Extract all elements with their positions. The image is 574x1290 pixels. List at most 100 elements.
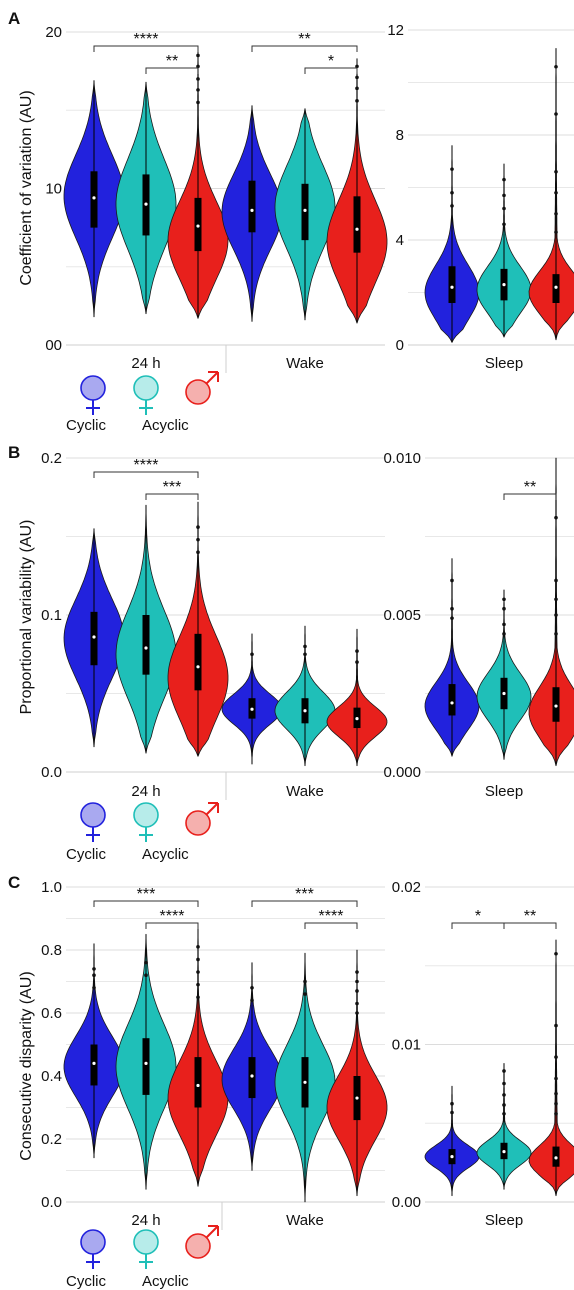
outlier-point <box>554 597 558 602</box>
outlier-point <box>196 537 200 542</box>
panel-label-a: A <box>8 9 20 28</box>
x-group-label: Sleep <box>485 355 523 372</box>
median-point <box>250 1074 254 1078</box>
outlier-point <box>502 222 506 227</box>
y-tick-label: 0.01 <box>392 1037 421 1054</box>
significance-label: *** <box>295 886 314 903</box>
median-point <box>450 285 454 289</box>
legend-cyclic-label: Cyclic <box>66 846 106 863</box>
y-tick-label: 0.0 <box>41 1194 62 1211</box>
y-tick-label: 0.00 <box>392 1194 421 1211</box>
y-tick-label: 0 <box>396 337 404 354</box>
x-group-label: Sleep <box>485 783 523 800</box>
outlier-point <box>554 1055 558 1059</box>
outlier-point <box>355 75 359 80</box>
y-tick-label: 0.4 <box>41 1068 62 1085</box>
outlier-point <box>502 206 506 211</box>
outlier-point <box>554 515 558 520</box>
female-symbol-icon <box>80 375 106 401</box>
outlier-point <box>502 1093 506 1097</box>
x-group-label: 24 h <box>131 355 160 372</box>
outlier-point <box>196 982 200 987</box>
violin-sleep-male <box>528 939 574 1197</box>
outlier-point <box>554 578 558 583</box>
outlier-point <box>196 995 200 1000</box>
outlier-point <box>355 1011 359 1015</box>
median-point <box>450 1155 454 1159</box>
outlier-point <box>502 606 506 611</box>
male-symbol-icon <box>185 379 211 405</box>
significance-label: **** <box>134 31 159 48</box>
outlier-point <box>196 53 200 58</box>
median-point <box>554 1156 558 1160</box>
outlier-point <box>92 986 96 990</box>
female-symbol-icon <box>133 375 159 401</box>
y-axis-label-b: Proportional variability (AU) <box>18 520 35 715</box>
outlier-point <box>196 957 200 962</box>
median-point <box>502 691 506 696</box>
outlier-point <box>355 989 359 993</box>
outlier-point <box>355 649 359 653</box>
iqr-box <box>448 266 456 303</box>
median-point <box>92 635 96 639</box>
legend-cyclic-label: Cyclic <box>66 417 106 434</box>
y-tick-label: 12 <box>387 22 404 39</box>
outlier-point <box>450 190 454 195</box>
y-tick-label: 10 <box>45 181 62 198</box>
male-symbol-icon <box>185 810 211 836</box>
median-point <box>450 701 454 705</box>
outlier-point <box>303 644 307 649</box>
y-tick-label: 00 <box>45 337 62 354</box>
significance-bracket <box>251 45 358 52</box>
outlier-point <box>196 64 200 69</box>
outlier-point <box>196 945 200 949</box>
panel-label-b: B <box>8 443 20 462</box>
outlier-point <box>554 613 558 617</box>
median-point <box>303 208 307 213</box>
outlier-point <box>250 998 254 1003</box>
outlier-point <box>554 1023 558 1028</box>
outlier-point <box>450 606 454 611</box>
outlier-point <box>502 1069 506 1073</box>
x-group-label: Wake <box>286 1212 324 1229</box>
significance-bracket <box>304 922 358 929</box>
significance-label: ** <box>166 53 178 70</box>
outlier-point <box>355 1001 359 1006</box>
outlier-point <box>303 979 307 984</box>
x-group-label: Wake <box>286 355 324 372</box>
outlier-point <box>196 525 200 529</box>
outlier-point <box>92 967 96 971</box>
y-axis-label-c: Consecutive disparity (AU) <box>18 971 35 1160</box>
female-symbol-icon <box>80 1229 106 1255</box>
y-tick-label: 0.0 <box>41 764 62 781</box>
significance-bracket <box>93 900 199 907</box>
y-tick-label: 1.0 <box>41 879 62 896</box>
legend-c: Cyclic Acyclic <box>66 1225 219 1290</box>
outlier-point <box>502 632 506 636</box>
outlier-point <box>196 77 200 81</box>
median-point <box>250 707 254 711</box>
y-tick-label: 0.000 <box>383 764 421 781</box>
outlier-point <box>554 230 558 234</box>
y-tick-label: 0.1 <box>41 607 62 624</box>
legend-b: Cyclic Acyclic <box>66 802 219 863</box>
median-point <box>196 1083 200 1088</box>
outlier-point <box>450 204 454 208</box>
legend-cyclic-label: Cyclic <box>66 1273 106 1290</box>
outlier-point <box>554 1091 558 1096</box>
iqr-box <box>194 633 202 691</box>
significance-label: **** <box>160 908 185 925</box>
legend-acyclic-label: Acyclic <box>142 846 189 863</box>
median-point <box>355 227 359 231</box>
legend-acyclic-label: Acyclic <box>142 417 189 434</box>
outlier-point <box>355 99 359 103</box>
legend-a: Cyclic Acyclic <box>66 371 219 434</box>
outlier-point <box>92 973 96 977</box>
outlier-point <box>502 1081 506 1086</box>
y-tick-label: 4 <box>396 232 404 249</box>
significance-label: * <box>475 908 481 925</box>
significance-bracket <box>251 900 358 907</box>
outlier-point <box>144 960 148 965</box>
iqr-box <box>142 615 150 675</box>
